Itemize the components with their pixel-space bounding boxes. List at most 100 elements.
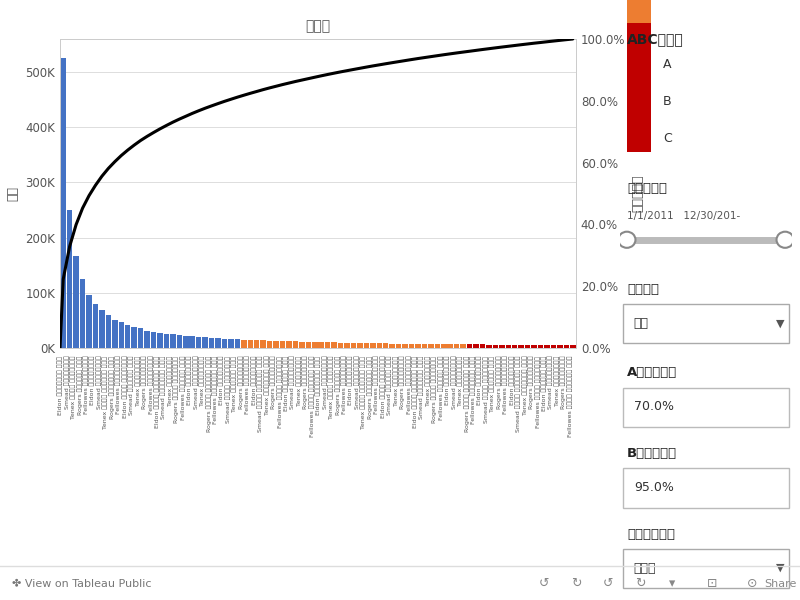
Bar (434, 344, 440, 348)
Bar (370, 343, 375, 348)
Bar (325, 343, 330, 348)
Text: ⊡: ⊡ (706, 577, 718, 590)
FancyBboxPatch shape (622, 469, 790, 508)
Bar (138, 328, 143, 348)
Text: オーダー日: オーダー日 (627, 182, 667, 195)
Text: ↻: ↻ (570, 577, 582, 590)
Bar (93, 304, 98, 348)
Bar (202, 337, 208, 348)
Bar (627, 23, 651, 152)
Bar (118, 322, 124, 348)
Bar (299, 342, 305, 348)
Bar (209, 338, 214, 348)
Bar (312, 342, 318, 348)
Bar (254, 340, 259, 348)
Bar (493, 344, 498, 348)
Bar (274, 341, 279, 348)
Text: ⊙: ⊙ (746, 577, 758, 590)
Text: ↺: ↺ (602, 577, 614, 590)
Text: ▼: ▼ (776, 318, 784, 328)
Bar (570, 345, 575, 348)
Bar (460, 344, 466, 348)
Bar (170, 334, 176, 348)
Bar (215, 338, 221, 348)
Bar (415, 344, 421, 348)
Bar (377, 343, 382, 348)
Text: 保管箱: 保管箱 (634, 562, 656, 575)
Bar (531, 345, 537, 348)
Bar (409, 344, 414, 348)
Text: 70.0%: 70.0% (634, 400, 674, 413)
Text: A: A (663, 58, 671, 71)
Text: Aランク閾値: Aランク閾値 (627, 367, 677, 379)
Bar (261, 340, 266, 348)
FancyBboxPatch shape (622, 388, 790, 427)
Bar (247, 340, 253, 348)
Text: 95.0%: 95.0% (634, 481, 674, 494)
Bar (144, 331, 150, 348)
Text: 売上: 売上 (634, 317, 649, 330)
Bar (627, 0, 651, 114)
Text: ↺: ↺ (538, 577, 550, 590)
Text: ↻: ↻ (634, 577, 646, 590)
Bar (286, 341, 292, 348)
Bar (99, 310, 105, 348)
Bar (454, 344, 459, 348)
Text: 比較指標: 比較指標 (627, 283, 659, 296)
Text: ▾: ▾ (669, 577, 675, 590)
Y-axis label: 指標: 指標 (6, 186, 20, 201)
FancyBboxPatch shape (622, 549, 790, 588)
Text: ✤ View on Tableau Public: ✤ View on Tableau Public (12, 579, 151, 589)
Bar (80, 279, 86, 348)
Bar (357, 343, 362, 348)
Bar (196, 337, 202, 348)
Bar (67, 210, 73, 348)
Bar (499, 344, 505, 348)
Bar (338, 343, 343, 348)
Text: ABCランク: ABCランク (627, 32, 684, 46)
Y-axis label: 累積構成比: 累積構成比 (631, 175, 644, 212)
Bar (525, 345, 530, 348)
Bar (350, 343, 356, 348)
Bar (131, 327, 137, 348)
Title: 製品名: 製品名 (306, 20, 330, 34)
Bar (150, 332, 156, 348)
Bar (563, 345, 569, 348)
Bar (86, 295, 92, 348)
Bar (467, 344, 472, 348)
Bar (293, 341, 298, 348)
Bar (364, 343, 369, 348)
Bar (234, 339, 240, 348)
Ellipse shape (618, 232, 635, 248)
Bar (383, 343, 389, 348)
Text: B: B (663, 95, 672, 108)
Text: ▼: ▼ (776, 563, 784, 573)
Bar (61, 58, 66, 348)
Bar (106, 315, 111, 348)
Bar (550, 345, 556, 348)
Bar (280, 341, 286, 348)
Bar (557, 345, 562, 348)
Bar (447, 344, 453, 348)
Bar (486, 344, 492, 348)
Bar (164, 334, 169, 348)
Bar (474, 344, 478, 348)
Bar (512, 345, 518, 348)
Bar (544, 345, 550, 348)
Bar (158, 332, 162, 348)
Text: Share: Share (764, 579, 796, 589)
Bar (538, 345, 543, 348)
Bar (627, 0, 651, 77)
Bar (241, 340, 246, 348)
Bar (422, 344, 427, 348)
Bar (177, 335, 182, 348)
Text: C: C (663, 133, 672, 145)
Bar (480, 344, 486, 348)
FancyBboxPatch shape (622, 304, 790, 343)
Ellipse shape (777, 232, 794, 248)
Bar (112, 320, 118, 348)
Bar (306, 342, 311, 348)
Bar (441, 344, 446, 348)
Text: Bランク閾値: Bランク閾値 (627, 447, 677, 460)
Bar (428, 344, 434, 348)
